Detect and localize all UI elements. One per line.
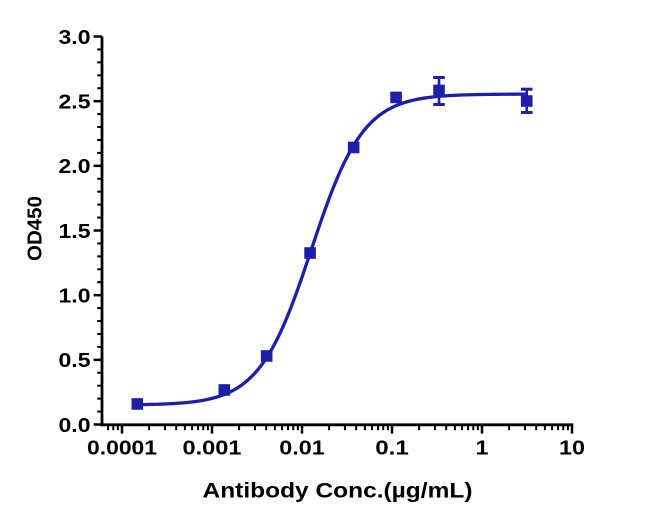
svg-text:0.5: 0.5 [59,349,91,372]
svg-text:10: 10 [559,437,585,460]
svg-text:0.01: 0.01 [279,437,325,460]
svg-text:3.0: 3.0 [59,26,91,49]
svg-text:1: 1 [476,437,489,460]
svg-text:1.5: 1.5 [59,220,91,243]
svg-text:0.1: 0.1 [375,437,409,460]
svg-text:1.0: 1.0 [59,284,91,307]
svg-text:0.001: 0.001 [183,437,242,460]
svg-text:2.0: 2.0 [59,155,91,178]
svg-text:Antibody Conc.(µg/mL): Antibody Conc.(µg/mL) [203,479,473,502]
svg-text:OD450: OD450 [24,196,47,261]
svg-text:0.0001: 0.0001 [87,437,157,460]
svg-text:2.5: 2.5 [59,90,91,113]
svg-text:0.0: 0.0 [59,414,91,437]
